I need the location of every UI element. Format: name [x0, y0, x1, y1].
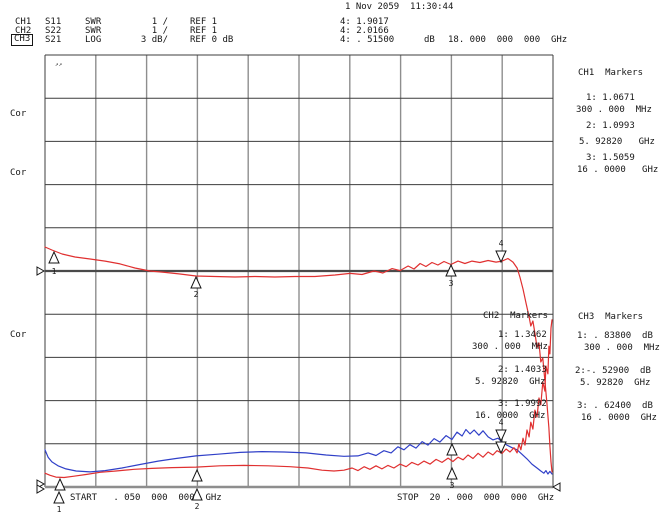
marker-triangle: [53, 490, 65, 504]
ch1-scale: 1 /: [151, 17, 168, 27]
ch1-marker2-freq: 5. 92820 GHz: [579, 137, 655, 147]
ch1-format: SWR: [85, 17, 102, 27]
stop-frequency-label: STOP 20 . 000 000 000 GHz: [397, 493, 555, 503]
marker-triangle: [446, 442, 458, 456]
ch3-marker3-value: 3: . 62400 dB: [577, 401, 653, 411]
marker-number-label: 2: [194, 290, 199, 299]
marker-triangle: [446, 466, 458, 480]
trace-ch3-s21-log-db: [44, 246, 553, 473]
cor-status-ch3: Cor: [10, 330, 27, 340]
ch2-marker1-freq: 300 . 000 MHz: [472, 342, 548, 352]
ch2-marker3-value: 3: 1.9992: [498, 399, 547, 409]
ch3-scale: 3 dB/: [140, 35, 168, 45]
ch3-markers-title: CH3 Markers: [578, 312, 644, 322]
marker-triangle: [191, 487, 203, 501]
ch1-marker3-freq: 16 . 0000 GHz: [577, 165, 659, 175]
ch1-marker1-value: 1: 1.0671: [586, 93, 635, 103]
ch3-ref: REF 0 dB: [190, 35, 234, 45]
ch2-marker2-freq: 5. 92820 GHz: [475, 377, 546, 387]
marker-triangle: [54, 477, 66, 491]
marker-number-label: 1: [57, 505, 62, 514]
ch2-label: CH2: [15, 26, 32, 36]
ch1-marker1-freq: 300 . 000 MHz: [576, 105, 652, 115]
cor-status-ch1: Cor: [10, 109, 27, 119]
ch3-marker1-value: 1: . 83800 dB: [577, 331, 653, 341]
ch3-marker4-frequency: 18. 000 000 000 GHz: [448, 35, 568, 45]
ch2-param: S22: [45, 26, 62, 36]
ch2-marker1-value: 1: 1.3462: [498, 330, 547, 340]
trace-ch2-s22-swr: [44, 428, 553, 475]
marker-number-label: 2: [195, 502, 200, 511]
ch2-scale: 1 /: [151, 26, 168, 36]
marker-number-label: 3: [450, 481, 455, 490]
ch2-ref: REF 1: [190, 26, 218, 36]
ch3-format: LOG: [85, 35, 102, 45]
ch1-marker3-value: 3: 1.5059: [586, 153, 635, 163]
ch1-marker2-value: 2: 1.0993: [586, 121, 635, 131]
ch1-label: CH1: [15, 17, 32, 27]
marker-triangle: [445, 263, 457, 277]
ch3-marker3-freq: 16 . 0000 GHz: [581, 413, 657, 423]
ch1-param: S11: [45, 17, 62, 27]
reference-pointer-icon: [36, 484, 46, 494]
marker-number-label: 4: [499, 239, 504, 248]
ch3-marker2-freq: 5. 92820 GHz: [580, 378, 651, 388]
marker-triangle: [495, 250, 507, 264]
ch3-marker4-unit: dB: [424, 35, 435, 45]
marker-triangle: [48, 250, 60, 264]
trace-ch1-s11-swr: [44, 319, 553, 479]
ch3-label-active-box: CH3: [11, 34, 34, 46]
reference-pointer-icon: [551, 482, 561, 492]
ch2-marker4-readout: 4: 2.0166: [340, 26, 389, 36]
ch1-markers-title: CH1 Markers: [578, 68, 644, 78]
ch3-marker2-value: 2:-. 52900 dB: [575, 366, 651, 376]
status-glyph: ↗↗: [55, 61, 63, 68]
marker-triangle: [495, 429, 507, 443]
reference-pointer-icon: [36, 266, 46, 276]
marker-triangle: [495, 441, 507, 455]
cor-status-ch2: Cor: [10, 168, 27, 178]
ch1-ref: REF 1: [190, 17, 218, 27]
start-frequency-label: START . 050 000 000 GHz: [70, 493, 222, 503]
ch3-marker1-freq: 300 . 000 MHz: [584, 343, 660, 353]
marker-triangle: [190, 275, 202, 289]
marker-triangle: [191, 468, 203, 482]
datetime-stamp: 1 Nov 2059 11:30:44: [345, 2, 454, 12]
ch3-marker4-readout: 4: . 51500: [340, 35, 395, 45]
ch1-marker4-readout: 4: 1.9017: [340, 17, 389, 27]
ch3-param: S21: [45, 35, 62, 45]
marker-number-label: 4: [499, 418, 504, 427]
ch2-format: SWR: [85, 26, 102, 36]
marker-number-label: 3: [449, 279, 454, 288]
marker-number-label: 1: [52, 267, 57, 276]
ch2-marker2-value: 2: 1.4033: [498, 365, 547, 375]
ch2-marker3-freq: 16. 0000 GHz: [475, 411, 546, 421]
ch2-markers-title: CH2 Markers: [483, 311, 549, 321]
